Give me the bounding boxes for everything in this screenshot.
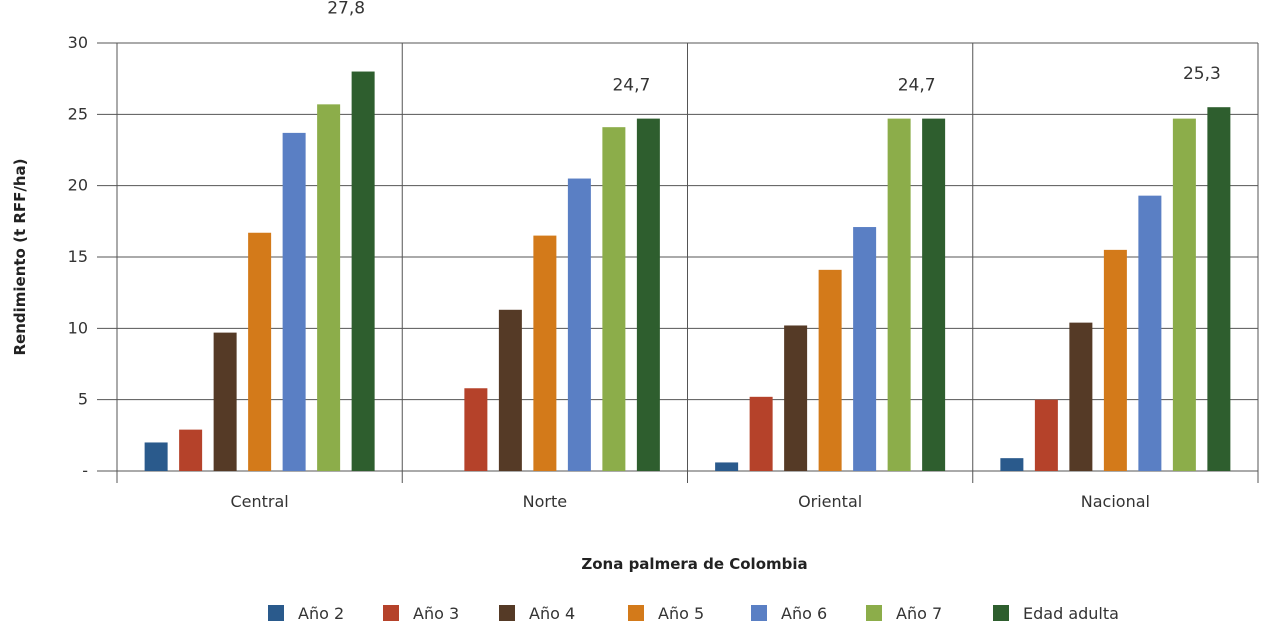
legend-label: Edad adulta <box>1023 604 1119 623</box>
bar-ano-6 <box>282 132 306 471</box>
bar-ano-3 <box>749 396 773 471</box>
bar-ano-4 <box>1069 322 1093 471</box>
bar-ano-4 <box>498 309 522 471</box>
data-label: 24,7 <box>898 76 936 96</box>
bar-ano-2 <box>1000 458 1024 471</box>
y-tick-label: 5 <box>78 390 88 409</box>
bar-ano-7 <box>602 127 626 471</box>
legend-swatch <box>628 605 644 621</box>
y-axis-title: Rendimiento (t RFF/ha) <box>11 158 29 355</box>
x-category-label: Central <box>230 492 288 511</box>
y-tick-label: 10 <box>68 318 88 337</box>
y-tick-label: 20 <box>68 176 88 195</box>
y-tick-label: 30 <box>68 33 88 52</box>
y-tick-label: - <box>82 461 88 480</box>
data-label: 24,7 <box>612 76 650 96</box>
bar-ano-2 <box>144 442 168 471</box>
y-tick-label: 15 <box>68 247 88 266</box>
bar-edad-adulta <box>636 118 660 471</box>
bar-edad-adulta <box>351 71 375 472</box>
legend-swatch <box>383 605 399 621</box>
bar-ano-5 <box>533 235 557 471</box>
legend-label: Año 6 <box>781 604 827 623</box>
legend-label: Año 3 <box>413 604 459 623</box>
legend-label: Año 5 <box>658 604 704 623</box>
data-label: 25,3 <box>1183 64 1221 84</box>
bar-ano-6 <box>567 178 591 472</box>
legend-swatch <box>268 605 284 621</box>
x-category-label: Norte <box>523 492 567 511</box>
bar-ano-2 <box>715 462 739 471</box>
legend-swatch <box>866 605 882 621</box>
bar-ano-6 <box>853 227 877 471</box>
legend-label: Año 4 <box>529 604 575 623</box>
x-category-label: Nacional <box>1081 492 1150 511</box>
bar-ano-7 <box>1172 118 1196 471</box>
legend-swatch <box>993 605 1009 621</box>
x-category-label: Oriental <box>798 492 862 511</box>
bar-ano-4 <box>213 332 237 471</box>
bar-ano-5 <box>248 232 272 471</box>
bar-ano-3 <box>179 429 203 471</box>
legend-swatch <box>751 605 767 621</box>
bar-edad-adulta <box>1207 107 1231 471</box>
bar-ano-5 <box>818 269 842 471</box>
legend-label: Año 7 <box>896 604 942 623</box>
bar-ano-3 <box>464 388 488 471</box>
bar-ano-6 <box>1138 195 1162 472</box>
bar-ano-4 <box>784 325 808 471</box>
bar-ano-3 <box>1034 399 1058 471</box>
legend-swatch <box>499 605 515 621</box>
y-tick-label: 25 <box>68 104 88 123</box>
data-label: 27,8 <box>327 0 365 19</box>
bar-ano-7 <box>887 118 911 471</box>
x-axis-title: Zona palmera de Colombia <box>581 555 807 573</box>
bar-edad-adulta <box>922 118 946 471</box>
bar-ano-7 <box>317 104 341 471</box>
legend-label: Año 2 <box>298 604 344 623</box>
bar-ano-5 <box>1103 249 1127 471</box>
